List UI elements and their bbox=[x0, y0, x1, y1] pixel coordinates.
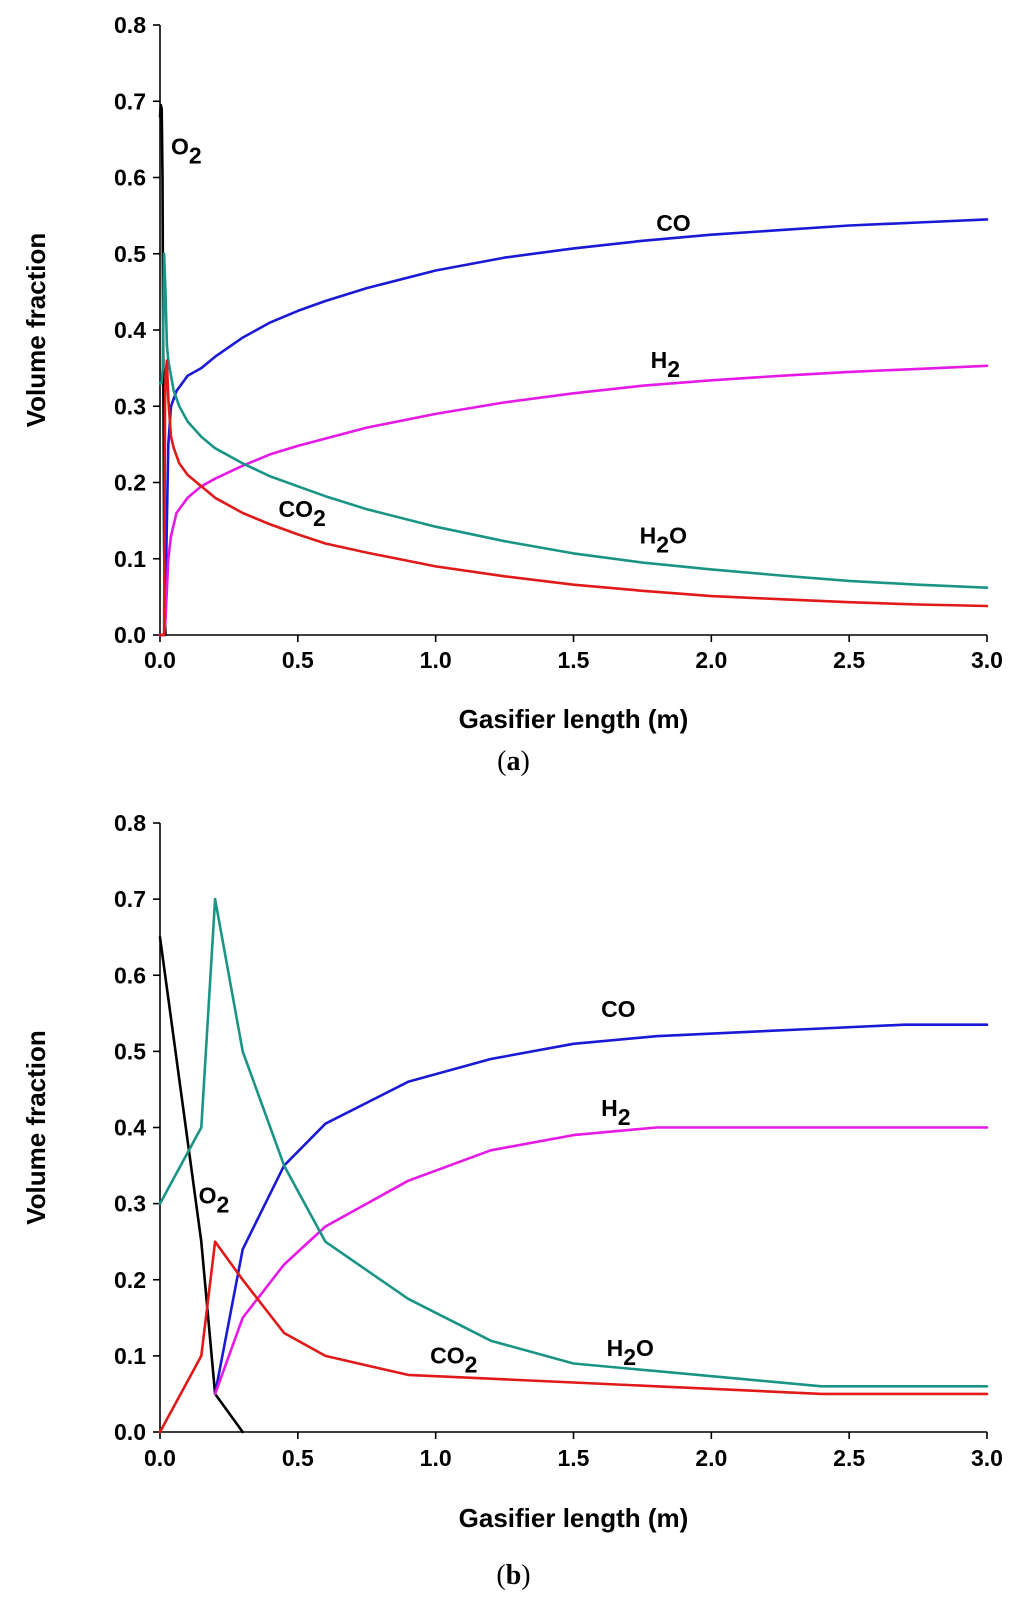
series-label-base: CO bbox=[656, 210, 691, 236]
series-line-co bbox=[213, 1023, 989, 1396]
series-label-base: H bbox=[651, 347, 668, 373]
series-label-co2: CO2 bbox=[279, 496, 326, 531]
series-label-subscript: 2 bbox=[189, 143, 202, 169]
y-axis-title: Volume fraction bbox=[21, 233, 51, 428]
series-label-base: CO bbox=[279, 496, 314, 522]
y-tick-label: 0.7 bbox=[114, 88, 146, 114]
series-label-base: O bbox=[171, 134, 189, 160]
series-label-co2: CO2 bbox=[430, 1342, 477, 1377]
series-label-h2o: H2O bbox=[640, 523, 687, 558]
y-tick-label: 0.4 bbox=[114, 317, 146, 343]
y-tick-label: 0.7 bbox=[114, 886, 146, 912]
x-tick-label: 0.5 bbox=[282, 1445, 314, 1471]
y-tick-label: 0.2 bbox=[114, 1267, 146, 1293]
series-label-subscript: 2 bbox=[618, 1104, 631, 1130]
series-line-h2 bbox=[158, 364, 989, 637]
y-tick-label: 0.6 bbox=[114, 165, 146, 191]
panel-letter: b bbox=[506, 1560, 522, 1591]
y-tick-label: 0.5 bbox=[114, 1038, 146, 1064]
chart-panel-b: 0.0 0.1 0.2 0.3 0.4 0.5 0.6 0.7 0.8 0.0 0.5 1.0 1.5 2… bbox=[21, 810, 1003, 1591]
series-line-h2o bbox=[158, 252, 989, 590]
x-tick-label: 2.5 bbox=[833, 1445, 865, 1471]
x-tick-label: 3.0 bbox=[971, 1445, 1003, 1471]
panel-label: (b) bbox=[496, 1560, 530, 1591]
y-tick-label: 0.1 bbox=[114, 1343, 146, 1369]
x-tick-label: 0.5 bbox=[282, 647, 314, 673]
x-tick-label: 1.0 bbox=[420, 647, 452, 673]
series-line-co2 bbox=[158, 359, 989, 637]
x-tick-label: 2.0 bbox=[695, 647, 727, 673]
series-label-h2o: H2O bbox=[607, 1335, 654, 1370]
x-tick-label: 3.0 bbox=[971, 647, 1003, 673]
series-label-subscript: 2 bbox=[667, 356, 680, 382]
series-line-h2o bbox=[158, 897, 989, 1388]
y-tick-label: 0.8 bbox=[114, 810, 146, 836]
y-tick-label: 0.1 bbox=[114, 546, 146, 572]
y-axis-title: Volume fraction bbox=[21, 1030, 51, 1225]
series-label-subscript: 2 bbox=[313, 505, 326, 531]
series-label-suffix: O bbox=[636, 1335, 654, 1361]
series-line-h2 bbox=[213, 1126, 989, 1396]
x-axis-title: Gasifier length (m) bbox=[459, 1503, 689, 1533]
panel-letter: a bbox=[507, 746, 521, 777]
x-tick-label: 0.0 bbox=[144, 647, 176, 673]
y-tick-label: 0.2 bbox=[114, 470, 146, 496]
y-tick-label: 0.8 bbox=[114, 12, 146, 38]
series-label-subscript: 2 bbox=[656, 532, 669, 558]
y-tick-label: 0.0 bbox=[114, 1419, 146, 1445]
x-tick-label: 2.0 bbox=[695, 1445, 727, 1471]
series-label-subscript: 2 bbox=[623, 1344, 636, 1370]
series-label-co: CO bbox=[601, 996, 636, 1022]
series-line-o2 bbox=[158, 935, 244, 1434]
series-label-o2: O2 bbox=[171, 134, 202, 169]
chart-panel-a: 0.0 0.1 0.2 0.3 0.4 0.5 0.6 0.7 0.8 0.0 0.5 1.0 1.5 2… bbox=[21, 12, 1003, 777]
x-axis-title: Gasifier length (m) bbox=[459, 704, 689, 734]
series-label-base: H bbox=[640, 523, 657, 549]
series-label-base: CO bbox=[430, 1342, 465, 1368]
series-label-base: H bbox=[601, 1095, 618, 1121]
series-line-co2 bbox=[158, 1240, 989, 1434]
series-label-co: CO bbox=[656, 210, 691, 236]
series-label-subscript: 2 bbox=[216, 1192, 229, 1218]
series-label-o2: O2 bbox=[199, 1183, 230, 1218]
series-line-co bbox=[158, 218, 989, 637]
y-tick-label: 0.5 bbox=[114, 241, 146, 267]
series-label-base: O bbox=[199, 1183, 217, 1209]
y-tick-label: 0.4 bbox=[114, 1115, 146, 1141]
series-label-subscript: 2 bbox=[465, 1351, 478, 1377]
x-tick-label: 2.5 bbox=[833, 647, 865, 673]
y-tick-label: 0.0 bbox=[114, 622, 146, 648]
series-label-suffix: O bbox=[669, 523, 687, 549]
series-label-base: H bbox=[607, 1335, 624, 1361]
y-tick-label: 0.6 bbox=[114, 962, 146, 988]
series-label-h2: H2 bbox=[651, 347, 680, 382]
panel-label: (a) bbox=[497, 746, 530, 777]
series-label-h2: H2 bbox=[601, 1095, 630, 1130]
x-tick-label: 1.5 bbox=[558, 1445, 590, 1471]
y-tick-label: 0.3 bbox=[114, 393, 146, 419]
series-label-base: CO bbox=[601, 996, 636, 1022]
x-tick-label: 1.5 bbox=[558, 647, 590, 673]
x-tick-label: 0.0 bbox=[144, 1445, 176, 1471]
y-tick-label: 0.3 bbox=[114, 1191, 146, 1217]
x-tick-label: 1.0 bbox=[420, 1445, 452, 1471]
